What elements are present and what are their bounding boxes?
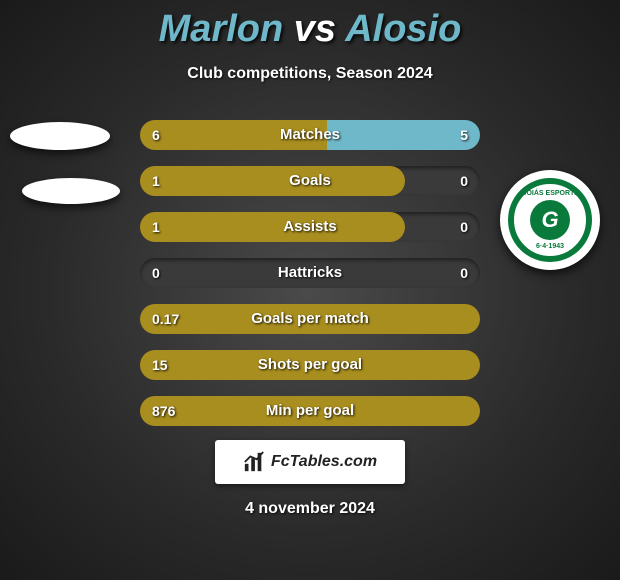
branding-text: FcTables.com [271,453,377,471]
stat-label: Goals [140,166,480,196]
stat-row: 10Assists [140,212,480,242]
stat-label: Assists [140,212,480,242]
player1-name: Marlon [159,8,284,50]
player2-name: Alosio [345,8,461,50]
stat-label: Shots per goal [140,350,480,380]
stat-row: 65Matches [140,120,480,150]
date-label: 4 november 2024 [0,500,620,518]
stats-container: 65Matches 10Goals 10Assists 00Hattricks 0.17… [0,120,620,442]
stat-row: 00Hattricks [140,258,480,288]
comparison-title: Marlon vs Alosio [0,0,620,51]
branding-badge: FcTables.com [215,440,405,484]
club-logo: GOIÁS ESPORTE G 6·4·1943 [500,170,600,270]
vs-label: vs [294,8,336,50]
decor-ellipse [10,122,110,150]
stat-label: Goals per match [140,304,480,334]
stat-row: 876Min per goal [140,396,480,426]
stat-row: 0.17Goals per match [140,304,480,334]
club-logo-inner: GOIÁS ESPORTE G 6·4·1943 [508,178,592,262]
subtitle: Club competitions, Season 2024 [0,65,620,83]
stat-label: Min per goal [140,396,480,426]
stat-label: Hattricks [140,258,480,288]
club-logo-letter: G [530,200,570,240]
club-logo-text-top: GOIÁS ESPORTE [521,190,579,197]
stat-row: 15Shots per goal [140,350,480,380]
decor-ellipse [22,178,120,204]
club-logo-text-bot: 6·4·1943 [536,243,564,250]
stat-label: Matches [140,120,480,150]
stat-row: 10Goals [140,166,480,196]
chart-icon [243,451,265,473]
